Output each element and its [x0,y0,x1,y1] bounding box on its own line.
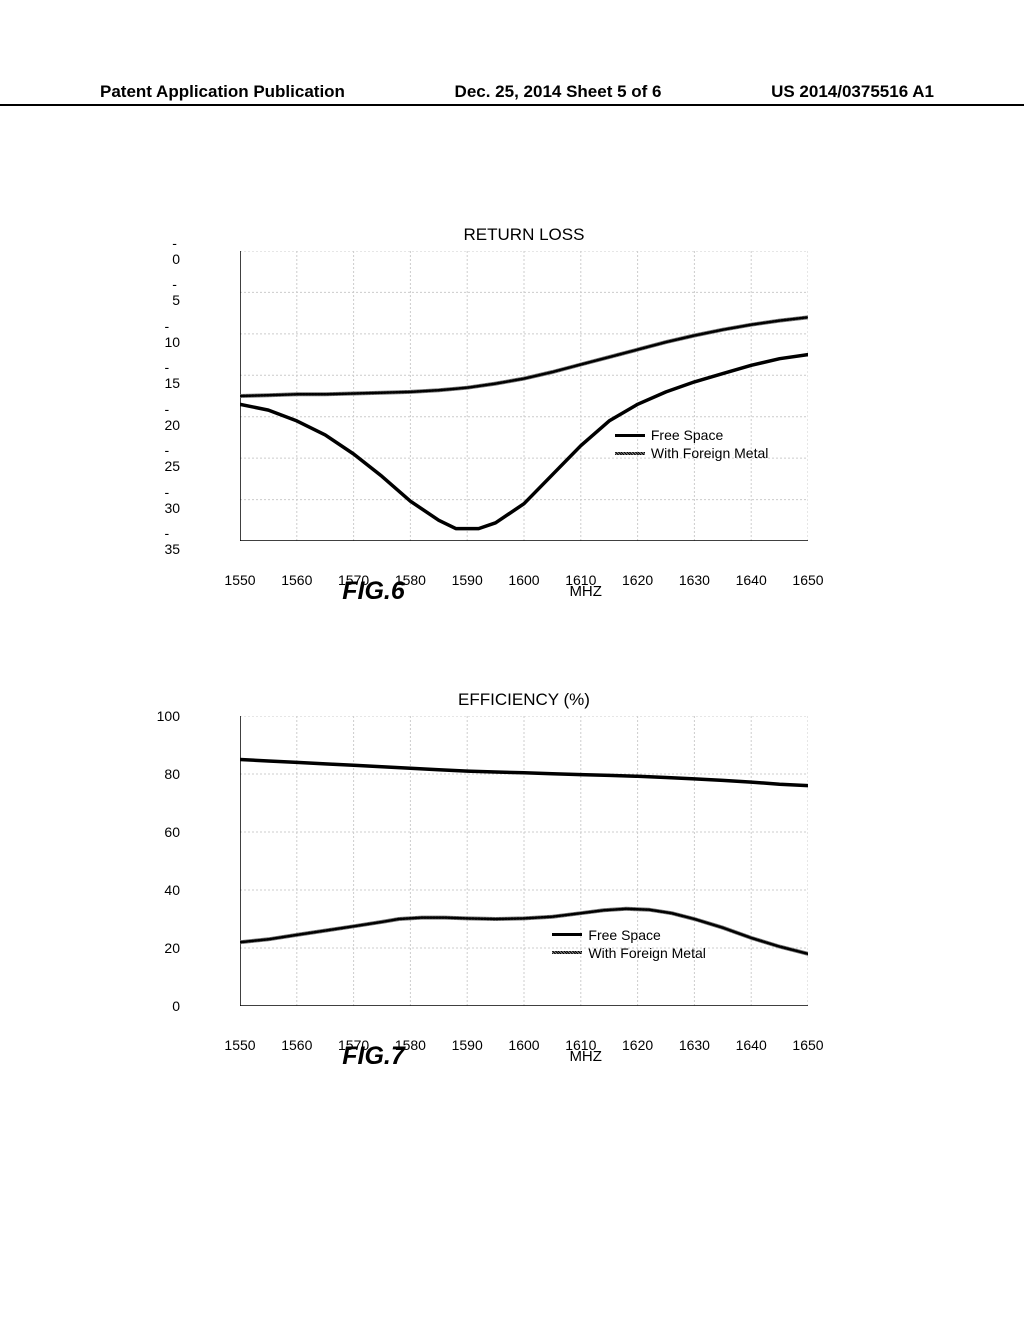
legend-label: Free Space [588,927,660,943]
chart-efficiency: EFFICIENCY (%) 020406080100 155015601570… [190,690,808,1011]
chart-return-loss: RETURN LOSS - 0- 5- 10- 15- 20- 25- 30- … [190,225,808,546]
y-tick-label: - 15 [164,359,180,391]
x-tick-label: 1590 [452,572,483,588]
legend-swatch [552,951,582,954]
chart6-title: RETURN LOSS [240,225,808,245]
y-tick-label: 60 [164,824,180,840]
x-tick-label: 1600 [508,572,539,588]
y-tick-label: - 25 [164,442,180,474]
y-tick-label: - 10 [164,318,180,350]
header-left: Patent Application Publication [100,82,345,102]
x-tick-label: 1560 [281,572,312,588]
y-tick-label: 80 [164,766,180,782]
x-tick-label: 1620 [622,572,653,588]
y-tick-label: - 0 [172,235,180,267]
x-tick-label: 1630 [679,572,710,588]
legend-item: Free Space [615,427,768,443]
x-tick-label: 1640 [736,572,767,588]
x-tick-label: 1560 [281,1037,312,1053]
chart7-legend: Free Space With Foreign Metal [552,925,705,963]
chart7-title: EFFICIENCY (%) [240,690,808,710]
y-tick-label: 100 [157,708,180,724]
legend-swatch [615,452,645,455]
x-tick-label: 1630 [679,1037,710,1053]
patent-header: Patent Application Publication Dec. 25, … [0,82,1024,106]
x-tick-label: 1590 [452,1037,483,1053]
legend-item: With Foreign Metal [615,445,768,461]
chart6-legend: Free Space With Foreign Metal [615,425,768,463]
chart6-fig-label: FIG.6 [342,577,405,606]
x-tick-label: 1620 [622,1037,653,1053]
y-tick-label: 0 [172,998,180,1014]
legend-label: With Foreign Metal [651,445,768,461]
x-tick-label: 1650 [792,572,823,588]
chart6-x-label: MHZ [569,583,602,600]
legend-swatch [615,434,645,437]
chart6-plot [240,251,808,541]
legend-item: With Foreign Metal [552,945,705,961]
x-tick-label: 1550 [224,572,255,588]
header-right: US 2014/0375516 A1 [771,82,934,102]
legend-label: Free Space [651,427,723,443]
legend-label: With Foreign Metal [588,945,705,961]
y-tick-label: 40 [164,882,180,898]
y-tick-label: - 20 [164,401,180,433]
x-tick-label: 1600 [508,1037,539,1053]
chart7-plot [240,716,808,1006]
y-tick-label: - 30 [164,484,180,516]
y-tick-label: - 5 [172,276,180,308]
x-tick-label: 1550 [224,1037,255,1053]
chart7-fig-label: FIG.7 [342,1042,405,1071]
x-tick-label: 1640 [736,1037,767,1053]
legend-item: Free Space [552,927,705,943]
y-tick-label: 20 [164,940,180,956]
y-tick-label: - 35 [164,525,180,557]
x-tick-label: 1650 [792,1037,823,1053]
header-center: Dec. 25, 2014 Sheet 5 of 6 [455,82,662,102]
legend-swatch [552,933,582,936]
chart7-x-label: MHZ [569,1048,602,1065]
